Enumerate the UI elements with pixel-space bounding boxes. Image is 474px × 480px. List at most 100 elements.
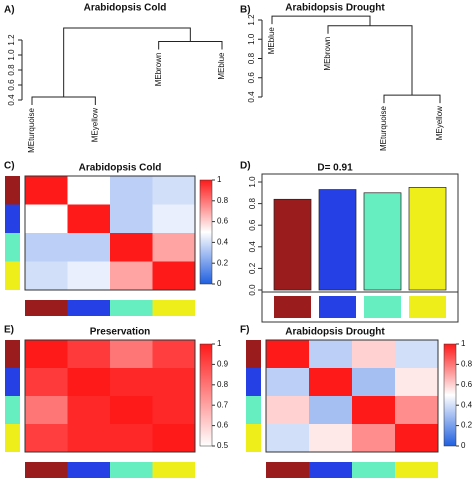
legend-tick-label: 0.6 [217, 217, 229, 226]
heatmap-cell [110, 424, 153, 452]
heatmap-cell [110, 368, 153, 396]
heatmap-cell [152, 233, 195, 262]
heatmap-cell [110, 176, 153, 205]
heatmap-cell [110, 340, 153, 368]
heatmap-cell [352, 368, 395, 396]
heatmap-cell [25, 233, 68, 262]
heatmap-cell [352, 396, 395, 424]
dendrogram-branch [158, 41, 223, 50]
leaf-label: MEyellow [90, 108, 99, 142]
y-tick-label: 1.0 [7, 49, 16, 61]
heatmap-cell [67, 176, 110, 205]
heatmap-cell [309, 368, 352, 396]
leaf-label: MEblue [267, 27, 276, 55]
heatmap-cell [266, 368, 309, 396]
legend-tick-label: 0.5 [217, 441, 229, 450]
y-tick-label: 0.6 [248, 219, 257, 231]
y-tick-label: 0.8 [248, 197, 257, 209]
legend-tick-label: 0.8 [217, 196, 229, 205]
row-color-bar [5, 396, 20, 424]
heatmap-cell [266, 340, 309, 368]
legend-tick-label: 1 [217, 175, 222, 184]
heatmap-cell [67, 261, 110, 290]
chart-title: Arabidopsis Cold [84, 3, 167, 14]
legend-tick-label: 0.2 [217, 258, 229, 267]
heatmap-cell [152, 424, 195, 452]
chart-title: Arabidopsis Drought [285, 327, 385, 338]
row-color-bar [246, 424, 261, 452]
panel-label: B) [240, 5, 251, 16]
heatmap-cell [152, 340, 195, 368]
heatmap-cell [152, 176, 195, 205]
heatmap-cell [25, 340, 68, 368]
column-color-bar [25, 300, 68, 316]
bar [408, 187, 447, 291]
y-tick-label: 0.6 [7, 79, 16, 91]
color-bar [319, 296, 356, 318]
dendrogram-branch [271, 15, 371, 26]
heatmap-cell [25, 204, 68, 233]
panel-label: C) [4, 161, 15, 172]
leaf-label: MEblue [217, 52, 226, 80]
heatmap-cell [309, 396, 352, 424]
row-color-bar [5, 340, 20, 368]
chart-title: Preservation [90, 327, 151, 338]
color-legend [199, 179, 213, 285]
heatmap-cell [152, 368, 195, 396]
heatmap-cell [25, 424, 68, 452]
column-color-bar [266, 462, 309, 478]
y-tick-label: 0.0 [248, 284, 257, 296]
heatmap-cell [67, 204, 110, 233]
y-tick-label: 1.2 [7, 34, 16, 46]
y-tick-label: 0.4 [248, 241, 257, 253]
column-color-bar [309, 462, 352, 478]
heatmap-cell [110, 233, 153, 262]
heatmap-cell [110, 396, 153, 424]
column-color-bar [67, 300, 110, 316]
row-color-bar [246, 340, 261, 368]
dendrogram-branch [383, 94, 441, 104]
column-color-bar [110, 462, 153, 478]
heatmap-cell [352, 424, 395, 452]
legend-tick-label: 0.6 [461, 380, 473, 389]
heatmap-cell [352, 340, 395, 368]
heatmap-cell [25, 396, 68, 424]
column-color-bar [152, 300, 195, 316]
heatmap-cell [309, 340, 352, 368]
dendrogram-branch [31, 96, 96, 105]
legend-tick-label: 0.4 [461, 400, 473, 409]
row-color-bar [5, 176, 20, 205]
heatmap-cell [395, 368, 438, 396]
chart-title: Arabidopsis Drought [285, 3, 385, 14]
heatmap-cell [152, 204, 195, 233]
legend-tick-label: 0.7 [217, 400, 229, 409]
y-tick-label: 0.8 [7, 64, 16, 76]
plot-border [261, 173, 459, 323]
color-legend [199, 343, 213, 447]
heatmap-border [24, 175, 196, 291]
dendrogram-branch [327, 25, 413, 96]
y-tick-label: 0.6 [247, 72, 256, 84]
leaf-label: MEyellow [435, 106, 444, 140]
heatmap-cell [152, 261, 195, 290]
heatmap-border [265, 339, 439, 453]
heatmap-border [24, 339, 196, 453]
heatmap-cell [266, 396, 309, 424]
y-tick-label: 0.2 [248, 262, 257, 274]
row-color-bar [5, 261, 20, 290]
leaf-label: MEturquoise [379, 106, 388, 151]
row-color-bar [246, 368, 261, 396]
leaf-label: MEturquoise [27, 107, 36, 152]
heatmap-cell [266, 424, 309, 452]
y-tick-label: 0.4 [7, 94, 16, 106]
legend-tick-label: 0 [217, 279, 222, 288]
heatmap-cell [67, 368, 110, 396]
row-color-bar [5, 233, 20, 262]
color-bar [364, 296, 401, 318]
row-color-bar [5, 204, 20, 233]
dendrogram-branch [63, 27, 191, 97]
panel-label: F) [240, 325, 249, 336]
y-tick-label: 1.0 [248, 176, 257, 188]
leaf-label: MEbrown [154, 53, 163, 87]
bar [318, 189, 357, 291]
